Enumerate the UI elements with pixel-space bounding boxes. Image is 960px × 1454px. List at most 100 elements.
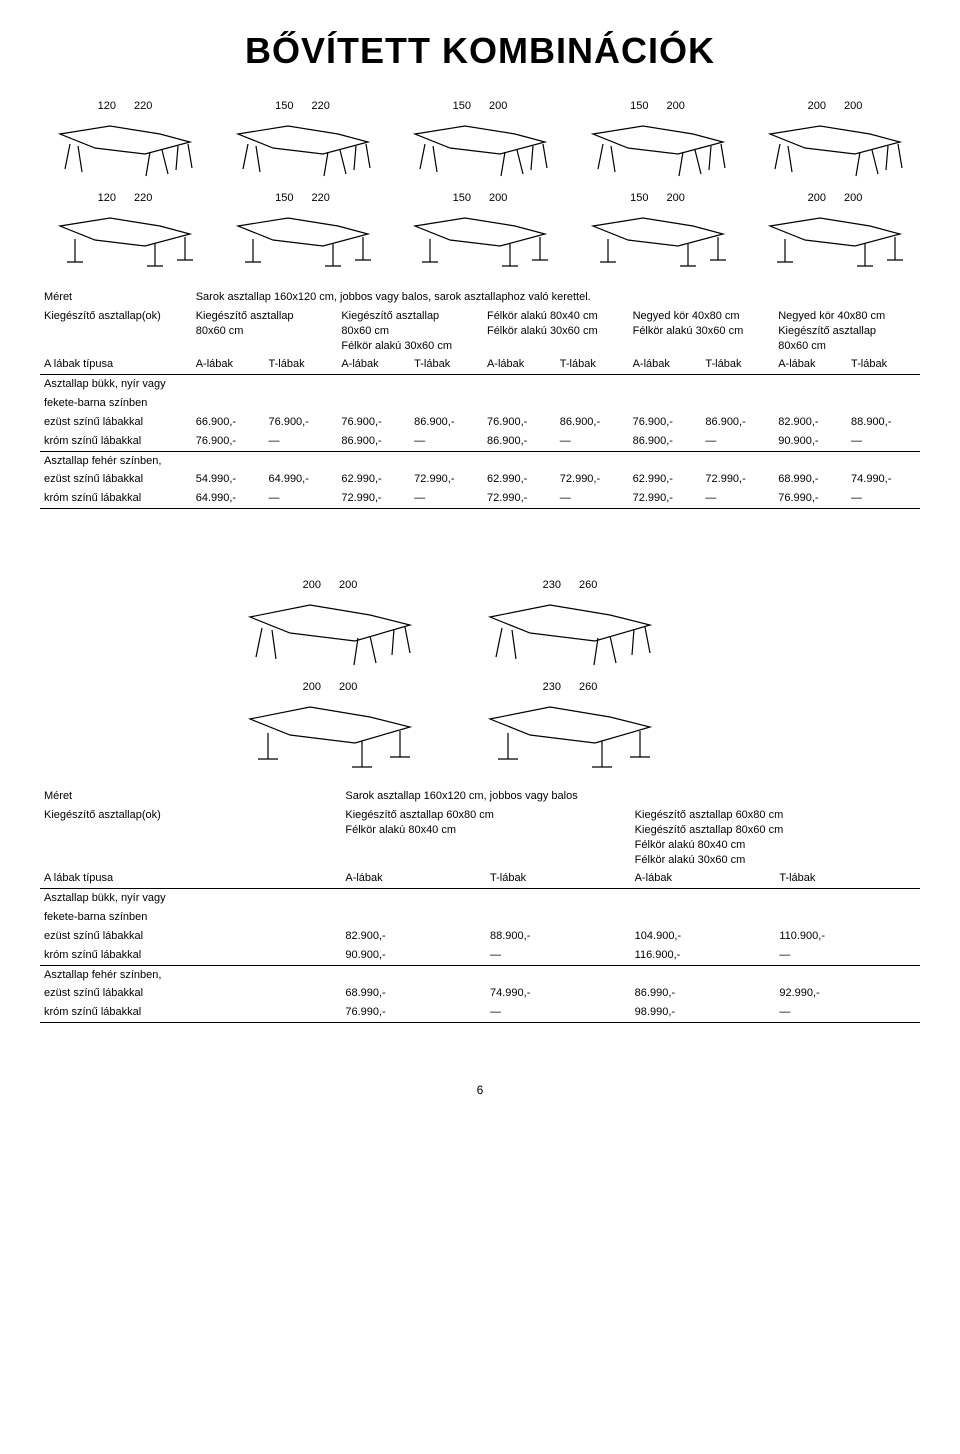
price-cell: 76.990,- [341,1003,486,1022]
price-cell: — [775,946,920,965]
price-cell: — [486,1003,631,1022]
price-cell: — [556,432,629,451]
dim-value: 150 [630,100,648,112]
meret-label: Méret [40,288,192,307]
illus-cell: 120220 [50,100,200,184]
desk-icon [240,593,420,673]
labak-sub: T-lábak [847,355,920,374]
price-cell: 76.900,- [483,413,556,432]
labak-sub: T-lábak [486,869,631,888]
dim-value: 150 [453,192,471,204]
labak-sub: T-lábak [410,355,483,374]
price-cell: 82.900,- [341,927,486,946]
labak-sub: A-lábak [192,355,265,374]
group2-heading: Asztallap fehér színben, [40,965,341,984]
price-cell: 76.900,- [192,432,265,451]
dim-value: 120 [98,192,116,204]
group1-heading-l2: fekete-barna színben [40,908,341,927]
price-cell: 86.990,- [631,984,776,1003]
price-cell: — [265,489,338,508]
illus-cell: 230 260 [480,681,660,775]
dim-labels: 230260 [543,579,598,591]
row-krom: króm színű lábakkal [40,489,192,508]
price-cell: 72.990,- [701,470,774,489]
price-cell: 76.900,- [629,413,702,432]
labak-sub: T-lábak [556,355,629,374]
dim-value: 200 [667,100,685,112]
dim-value: 150 [453,100,471,112]
price-cell: 88.900,- [486,927,631,946]
price-cell: — [847,432,920,451]
group1-heading: Asztallap bükk, nyír vagy [40,375,192,394]
dim-labels: 200200 [808,100,863,112]
price-cell: — [410,432,483,451]
kieg-cell: Kiegészítő asztallap80x60 cm [192,307,338,356]
row-krom: króm színű lábakkal [40,432,192,451]
labak-sub: A-lábak [631,869,776,888]
dim-value: 200 [303,681,321,693]
kieg-label: Kiegészítő asztallap(ok) [40,806,341,869]
illus-cell: 150 220 [228,100,378,184]
dim-labels: 150200 [453,100,508,112]
illus-cell: 200 200 [760,192,910,276]
dim-value: 150 [275,100,293,112]
dim-labels: 230 260 [543,681,598,693]
price-cell: 82.900,- [774,413,847,432]
dim-value: 200 [489,192,507,204]
desk-icon [405,114,555,184]
desk-icon [760,114,910,184]
desk-icon [50,206,200,276]
dim-value: 200 [339,681,357,693]
price-cell: 72.990,- [483,489,556,508]
kieg-label: Kiegészítő asztallap(ok) [40,307,192,356]
kieg-cell: Kiegészítő asztallap80x60 cmFélkör alakú… [337,307,483,356]
illus-row-bottom: 120220 150220 150200 150200 200200 [40,192,920,276]
desk-icon [405,206,555,276]
price-cell: 76.900,- [265,413,338,432]
dim-value: 220 [312,100,330,112]
price-cell: 90.900,- [774,432,847,451]
price-cell: 62.990,- [629,470,702,489]
price-cell: 110.900,- [775,927,920,946]
dim-value: 200 [808,192,826,204]
kieg-cell: Negyed kör 40x80 cmKiegészítő asztallap8… [774,307,920,356]
row-ezust: ezüst színű lábakkal [40,984,341,1003]
illus-cell: 150220 [228,192,378,276]
row-krom: króm színű lábakkal [40,946,341,965]
price-cell: 68.990,- [774,470,847,489]
row-ezust: ezüst színű lábakkal [40,927,341,946]
price-cell: 86.900,- [337,432,410,451]
block2: 200200 230260 200200 230260 Méret Sarok … [40,579,920,1023]
labak-label: A lábak típusa [40,355,192,374]
block1-illustrations: 120220 150220 150200 150200 200200 12022… [40,100,920,276]
price-cell: 92.990,- [775,984,920,1003]
illus-cell: 150 200 [405,192,555,276]
price-cell: 72.990,- [629,489,702,508]
kieg-cell: Kiegészítő asztallap 60x80 cmFélkör alak… [341,806,630,869]
price-cell: 90.900,- [341,946,486,965]
meret-value: Sarok asztallap 160x120 cm, jobbos vagy … [341,787,920,806]
price-cell: — [775,1003,920,1022]
desk-icon [240,695,420,775]
dim-value: 230 [543,681,561,693]
group2-heading: Asztallap fehér színben, [40,451,192,470]
price-cell: — [701,432,774,451]
labak-sub: T-lábak [265,355,338,374]
row-ezust: ezüst színű lábakkal [40,470,192,489]
labak-sub: T-lábak [701,355,774,374]
dim-value: 200 [303,579,321,591]
price-cell: 74.990,- [847,470,920,489]
illus-cell: 150 200 [583,100,733,184]
price-cell: 76.990,- [774,489,847,508]
price-cell: 66.900,- [192,413,265,432]
dim-value: 260 [579,681,597,693]
dim-labels: 150 200 [630,100,685,112]
desk-icon [50,114,200,184]
dim-value: 200 [844,192,862,204]
desk-icon [760,206,910,276]
dim-value: 200 [339,579,357,591]
page-title: BŐVÍTETT KOMBINÁCIÓK [40,30,920,72]
desk-icon [228,206,378,276]
illus-row-bottom-2: 200 200 230 260 [40,681,920,775]
illus-row-top-2: 200 200 230260 [40,579,920,673]
